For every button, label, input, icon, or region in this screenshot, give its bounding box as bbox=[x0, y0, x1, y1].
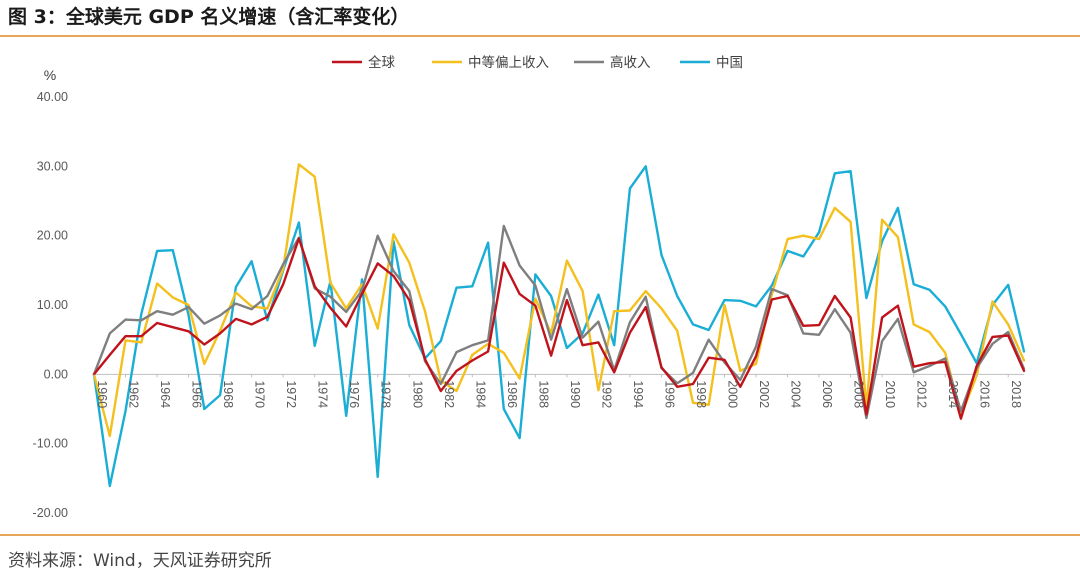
x-tick-label: 1978 bbox=[379, 380, 393, 408]
figure-title: 图 3：全球美元 GDP 名义增速（含汇率变化） bbox=[8, 6, 410, 28]
y-tick-label: 40.00 bbox=[37, 90, 68, 104]
x-tick-label: 2000 bbox=[726, 380, 740, 408]
x-tick-label: 1972 bbox=[284, 380, 298, 408]
y-tick-label: 20.00 bbox=[37, 229, 68, 243]
x-tick-label: 1968 bbox=[221, 380, 235, 408]
x-tick-label: 2018 bbox=[1009, 380, 1023, 408]
x-tick-label: 1960 bbox=[95, 380, 109, 408]
title-divider bbox=[0, 35, 1080, 37]
x-tick-label: 1970 bbox=[253, 380, 267, 408]
x-tick-label: 2002 bbox=[757, 380, 771, 408]
x-tick-label: 1962 bbox=[127, 380, 141, 408]
x-tick-label: 1966 bbox=[190, 380, 204, 408]
y-tick-label: -10.00 bbox=[33, 437, 68, 451]
x-tick-label: 1986 bbox=[505, 380, 519, 408]
y-tick-label: 10.00 bbox=[37, 298, 68, 312]
series-line-3 bbox=[92, 165, 1026, 488]
x-tick-label: 1992 bbox=[599, 380, 613, 408]
y-axis-ticks: 40.00 30.00 20.00 10.00 0.00 -10.00 -20.00 bbox=[33, 90, 69, 520]
source-note: 资料来源：Wind，天风证券研究所 bbox=[8, 551, 272, 571]
legend-label-0: 全球 bbox=[368, 54, 395, 71]
x-tick-label: 2004 bbox=[789, 380, 803, 408]
y-tick-label: -20.00 bbox=[33, 506, 68, 520]
x-tick-label: 2008 bbox=[852, 380, 866, 408]
legend-label-1: 中等偏上收入 bbox=[468, 54, 549, 71]
x-tick-label: 1976 bbox=[347, 380, 361, 408]
y-axis-unit-label: % bbox=[44, 67, 56, 83]
x-tick-label: 2014 bbox=[946, 380, 960, 408]
x-tick-label: 2010 bbox=[883, 380, 897, 408]
x-tick-label: 1982 bbox=[442, 380, 456, 408]
x-tick-label: 2006 bbox=[820, 380, 834, 408]
y-tick-label: 0.00 bbox=[44, 367, 68, 381]
x-tick-label: 2012 bbox=[915, 380, 929, 408]
legend: 全球 中等偏上收入 高收入 中国 bbox=[332, 54, 743, 71]
line-chart: 40.00 30.00 20.00 10.00 0.00 -10.00 -20.00 196… bbox=[33, 54, 1026, 520]
x-axis-ticks: 1960 1962 1964 1966 1968 1970 1972 1974 1976 1978… bbox=[93, 374, 1023, 408]
legend-label-3: 中国 bbox=[716, 55, 743, 71]
y-tick-label: 30.00 bbox=[37, 159, 68, 173]
source-divider bbox=[0, 534, 1080, 536]
x-tick-label: 1994 bbox=[631, 380, 645, 408]
x-tick-label: 1984 bbox=[473, 380, 487, 408]
legend-label-2: 高收入 bbox=[610, 54, 651, 71]
series-line-1 bbox=[92, 163, 1026, 438]
x-tick-label: 1974 bbox=[316, 380, 330, 408]
series-lines bbox=[92, 163, 1026, 488]
x-tick-label: 1980 bbox=[410, 380, 424, 408]
x-tick-label: 1988 bbox=[536, 380, 550, 408]
x-tick-label: 1990 bbox=[568, 380, 582, 408]
series-line-0 bbox=[92, 237, 1026, 420]
x-tick-label: 1996 bbox=[662, 380, 676, 408]
x-tick-label: 1964 bbox=[158, 380, 172, 408]
x-tick-label: 1998 bbox=[694, 380, 708, 408]
x-tick-label: 2016 bbox=[978, 380, 992, 408]
